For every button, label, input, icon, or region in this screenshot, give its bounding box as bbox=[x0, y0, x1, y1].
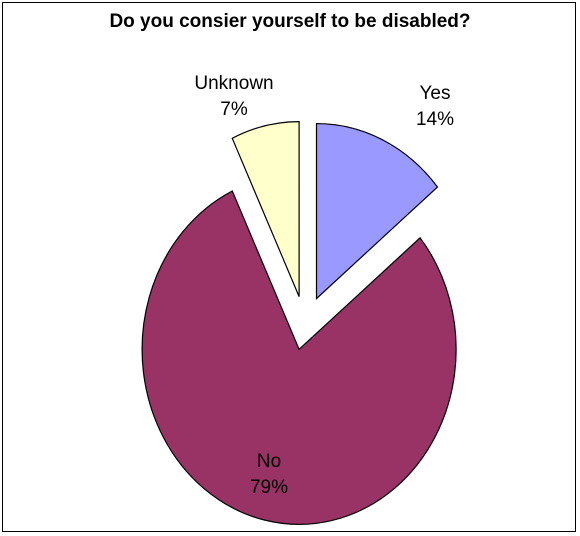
slice-label-yes: Yes bbox=[420, 83, 451, 104]
slice-value-no: 79% bbox=[250, 477, 288, 498]
chart-title: Do you consier yourself to be disabled? bbox=[109, 11, 471, 32]
pie-chart: Yes 14% No 79% Unknown 7% bbox=[141, 73, 457, 525]
slice-label-no: No bbox=[257, 451, 281, 472]
slice-label-unknown: Unknown bbox=[194, 73, 273, 94]
slice-value-unknown: 7% bbox=[220, 99, 248, 120]
slice-value-yes: 14% bbox=[416, 109, 454, 130]
chart-frame: Do you consier yourself to be disabled? … bbox=[2, 2, 576, 532]
pie-slice-no bbox=[141, 190, 457, 525]
pie-slice-unknown bbox=[231, 121, 300, 297]
pie-slice-yes bbox=[315, 122, 439, 300]
